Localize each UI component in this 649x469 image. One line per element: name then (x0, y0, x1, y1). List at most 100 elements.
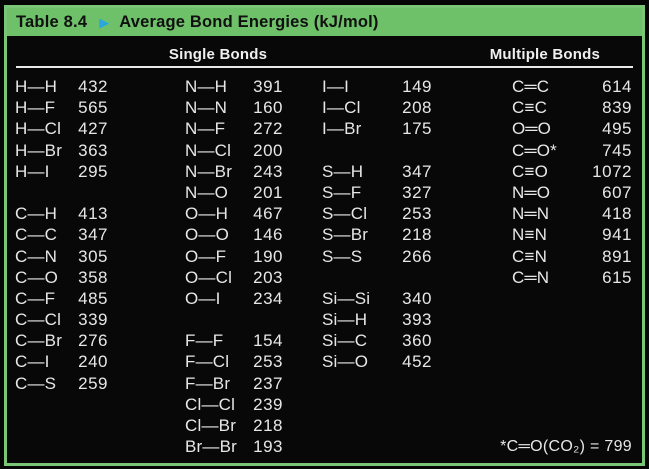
arrow-icon: ▶ (99, 14, 110, 30)
bond-row (322, 373, 432, 394)
bond-energy-value: 272 (253, 119, 283, 139)
bond-column-single-1: H—H 432 H—F 565 H—Cl 427 H—Br 363 H—I 295 C—H 413 C—… (15, 76, 108, 457)
bond-energy-value: 218 (402, 225, 432, 245)
bond-row: O—O 146 (185, 224, 283, 245)
bond-row: I—I 149 (322, 76, 432, 97)
bond-label: C—Br (15, 331, 63, 351)
bond-row: O═O 495 (512, 118, 632, 139)
bond-energy-value: 243 (253, 161, 283, 181)
bond-label: I—Br (322, 119, 362, 139)
bond-label: N═N (512, 204, 550, 224)
bond-row: N—Cl 200 (185, 140, 283, 161)
table-number: Table 8.4 (16, 12, 88, 31)
bond-energy-value: 200 (253, 140, 283, 160)
bond-energy-value: 239 (253, 394, 283, 414)
bond-energy-value: 253 (402, 204, 432, 224)
bond-label: S—H (322, 161, 364, 181)
bond-label: N—N (185, 98, 228, 118)
bond-row: N—Br 243 (185, 161, 283, 182)
bond-row: Br—Br 193 (185, 436, 283, 457)
bond-energy-value: 305 (78, 246, 108, 266)
bond-row: C—Br 276 (15, 330, 108, 351)
bond-energy-value: 891 (602, 246, 632, 266)
bond-energy-value: 193 (253, 437, 283, 457)
bond-row: S—F 327 (322, 182, 432, 203)
table-title-bar: Table 8.4 ▶ Average Bond Energies (kJ/mo… (7, 8, 642, 36)
table-frame: Table 8.4 ▶ Average Bond Energies (kJ/mo… (4, 5, 645, 466)
bond-energy-value: 495 (602, 119, 632, 139)
section-header-single-bonds: Single Bonds (168, 46, 268, 63)
bond-row: S—H 347 (322, 161, 432, 182)
bond-label: O—Cl (185, 267, 233, 287)
section-header-multiple-bonds: Multiple Bonds (489, 46, 600, 63)
bond-energy-value: 347 (402, 161, 432, 181)
bond-row (322, 415, 432, 436)
bond-energy-value: 393 (402, 310, 432, 330)
bond-energy-value: 565 (78, 98, 108, 118)
bond-label: O—O (185, 225, 230, 245)
bond-row (322, 140, 432, 161)
bond-energy-value: 452 (402, 352, 432, 372)
footnote: *C═O(CO₂) = 799 (500, 438, 632, 455)
bond-energy-value: 295 (78, 161, 108, 181)
bond-row: F—Br 237 (185, 373, 283, 394)
bond-row (15, 394, 108, 415)
bond-energy-value: 360 (402, 331, 432, 351)
bond-label: H—H (15, 77, 58, 96)
header-rule (16, 66, 633, 68)
bond-energy-value: 175 (402, 119, 432, 139)
bond-label: C—O (15, 267, 59, 287)
bond-row: I—Cl 208 (322, 97, 432, 118)
bond-label: N—Cl (185, 140, 232, 160)
bond-label: H—Br (15, 140, 63, 160)
bond-row: Cl—Br 218 (185, 415, 283, 436)
bond-row (512, 288, 632, 309)
bond-label: N—O (185, 182, 229, 202)
bond-row (322, 267, 432, 288)
bond-energy-value: 149 (402, 77, 432, 96)
bond-row: Cl—Cl 239 (185, 394, 283, 415)
bond-row (512, 373, 632, 394)
bond-label: Si—H (322, 310, 368, 330)
bond-row: Si—O 452 (322, 351, 432, 372)
bond-row: C—S 259 (15, 373, 108, 394)
bond-row: C═N 615 (512, 267, 632, 288)
bond-row: C—N 305 (15, 246, 108, 267)
bond-row: F—F 154 (185, 330, 283, 351)
bond-column-single-3: I—I 149 I—Cl 208 I—Br 175 S—H 347 S—F 327 S—Cl 253 S… (322, 76, 432, 457)
bond-row: O—F 190 (185, 246, 283, 267)
bond-row: H—F 565 (15, 97, 108, 118)
bond-row: H—I 295 (15, 161, 108, 182)
bond-label: I—Cl (322, 98, 361, 118)
bond-row: O—H 467 (185, 203, 283, 224)
bond-energy-value: 358 (78, 267, 108, 287)
bond-energy-value: 745 (602, 140, 632, 160)
bond-row (512, 351, 632, 372)
bond-label: Si—C (322, 331, 368, 351)
bond-label: Br—Br (185, 437, 237, 457)
bond-row: C═O* 745 (512, 140, 632, 161)
bond-row: F—Cl 253 (185, 351, 283, 372)
bond-row: C≡C 839 (512, 97, 632, 118)
bond-label: N═O (512, 182, 551, 202)
bond-label: H—Cl (15, 119, 62, 139)
bond-energy-value: 413 (78, 204, 108, 224)
bond-label: O—H (185, 204, 229, 224)
bond-energy-value: 1072 (592, 161, 632, 181)
bond-row: H—Cl 427 (15, 118, 108, 139)
bond-label: C—S (15, 373, 57, 393)
bond-energy-value: 339 (78, 310, 108, 330)
bond-label: O═O (512, 119, 552, 139)
bond-row (185, 309, 283, 330)
bond-row: S—Br 218 (322, 224, 432, 245)
bond-energy-value: 201 (253, 182, 283, 202)
bond-label: S—S (322, 246, 363, 266)
bond-energy-value: 615 (602, 267, 632, 287)
bond-label: S—Br (322, 225, 369, 245)
bond-row: S—Cl 253 (322, 203, 432, 224)
bond-label: C≡N (512, 246, 548, 266)
bond-row: N≡N 941 (512, 224, 632, 245)
bond-row (512, 415, 632, 436)
bond-energy-value: 259 (78, 373, 108, 393)
bond-label: I—I (322, 77, 350, 96)
